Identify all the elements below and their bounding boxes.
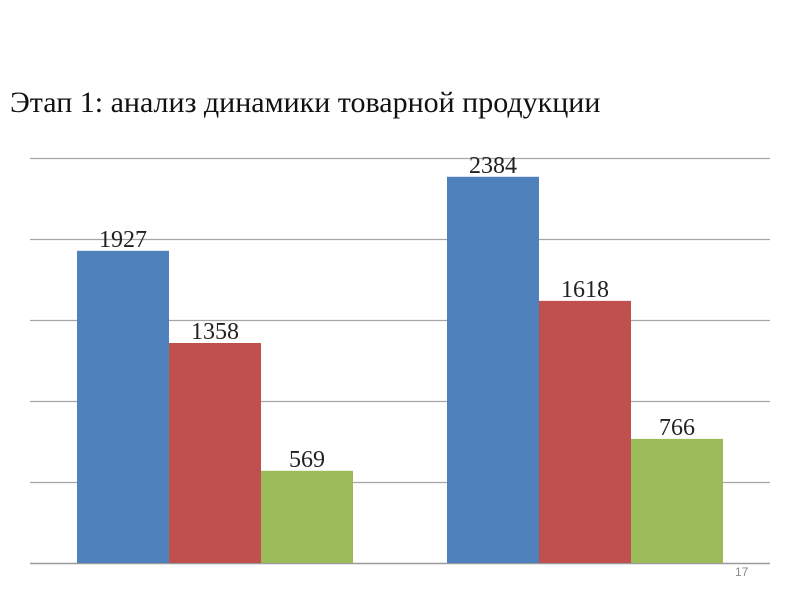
data-label: 766: [659, 415, 695, 441]
bar-series-2-group-2: [539, 300, 631, 563]
data-label: 1358: [191, 319, 239, 345]
data-label: 569: [289, 447, 325, 473]
bar-series-3-group-1: [261, 470, 353, 563]
bar-series-2-group-1: [169, 343, 261, 563]
data-label: 1927: [99, 227, 147, 253]
data-label: 1618: [561, 277, 609, 303]
bar-series-1-group-1: [77, 250, 169, 564]
page-number: 17: [735, 565, 749, 579]
bars: [77, 176, 723, 564]
bar-series-3-group-2: [631, 438, 723, 563]
slide-title: Этап 1: анализ динамики товарной продукц…: [10, 86, 601, 119]
bar-series-1-group-2: [447, 176, 539, 564]
data-label: 2384: [469, 153, 517, 179]
data-labels: 1927 2384 1358 1618 569 766: [99, 153, 695, 473]
